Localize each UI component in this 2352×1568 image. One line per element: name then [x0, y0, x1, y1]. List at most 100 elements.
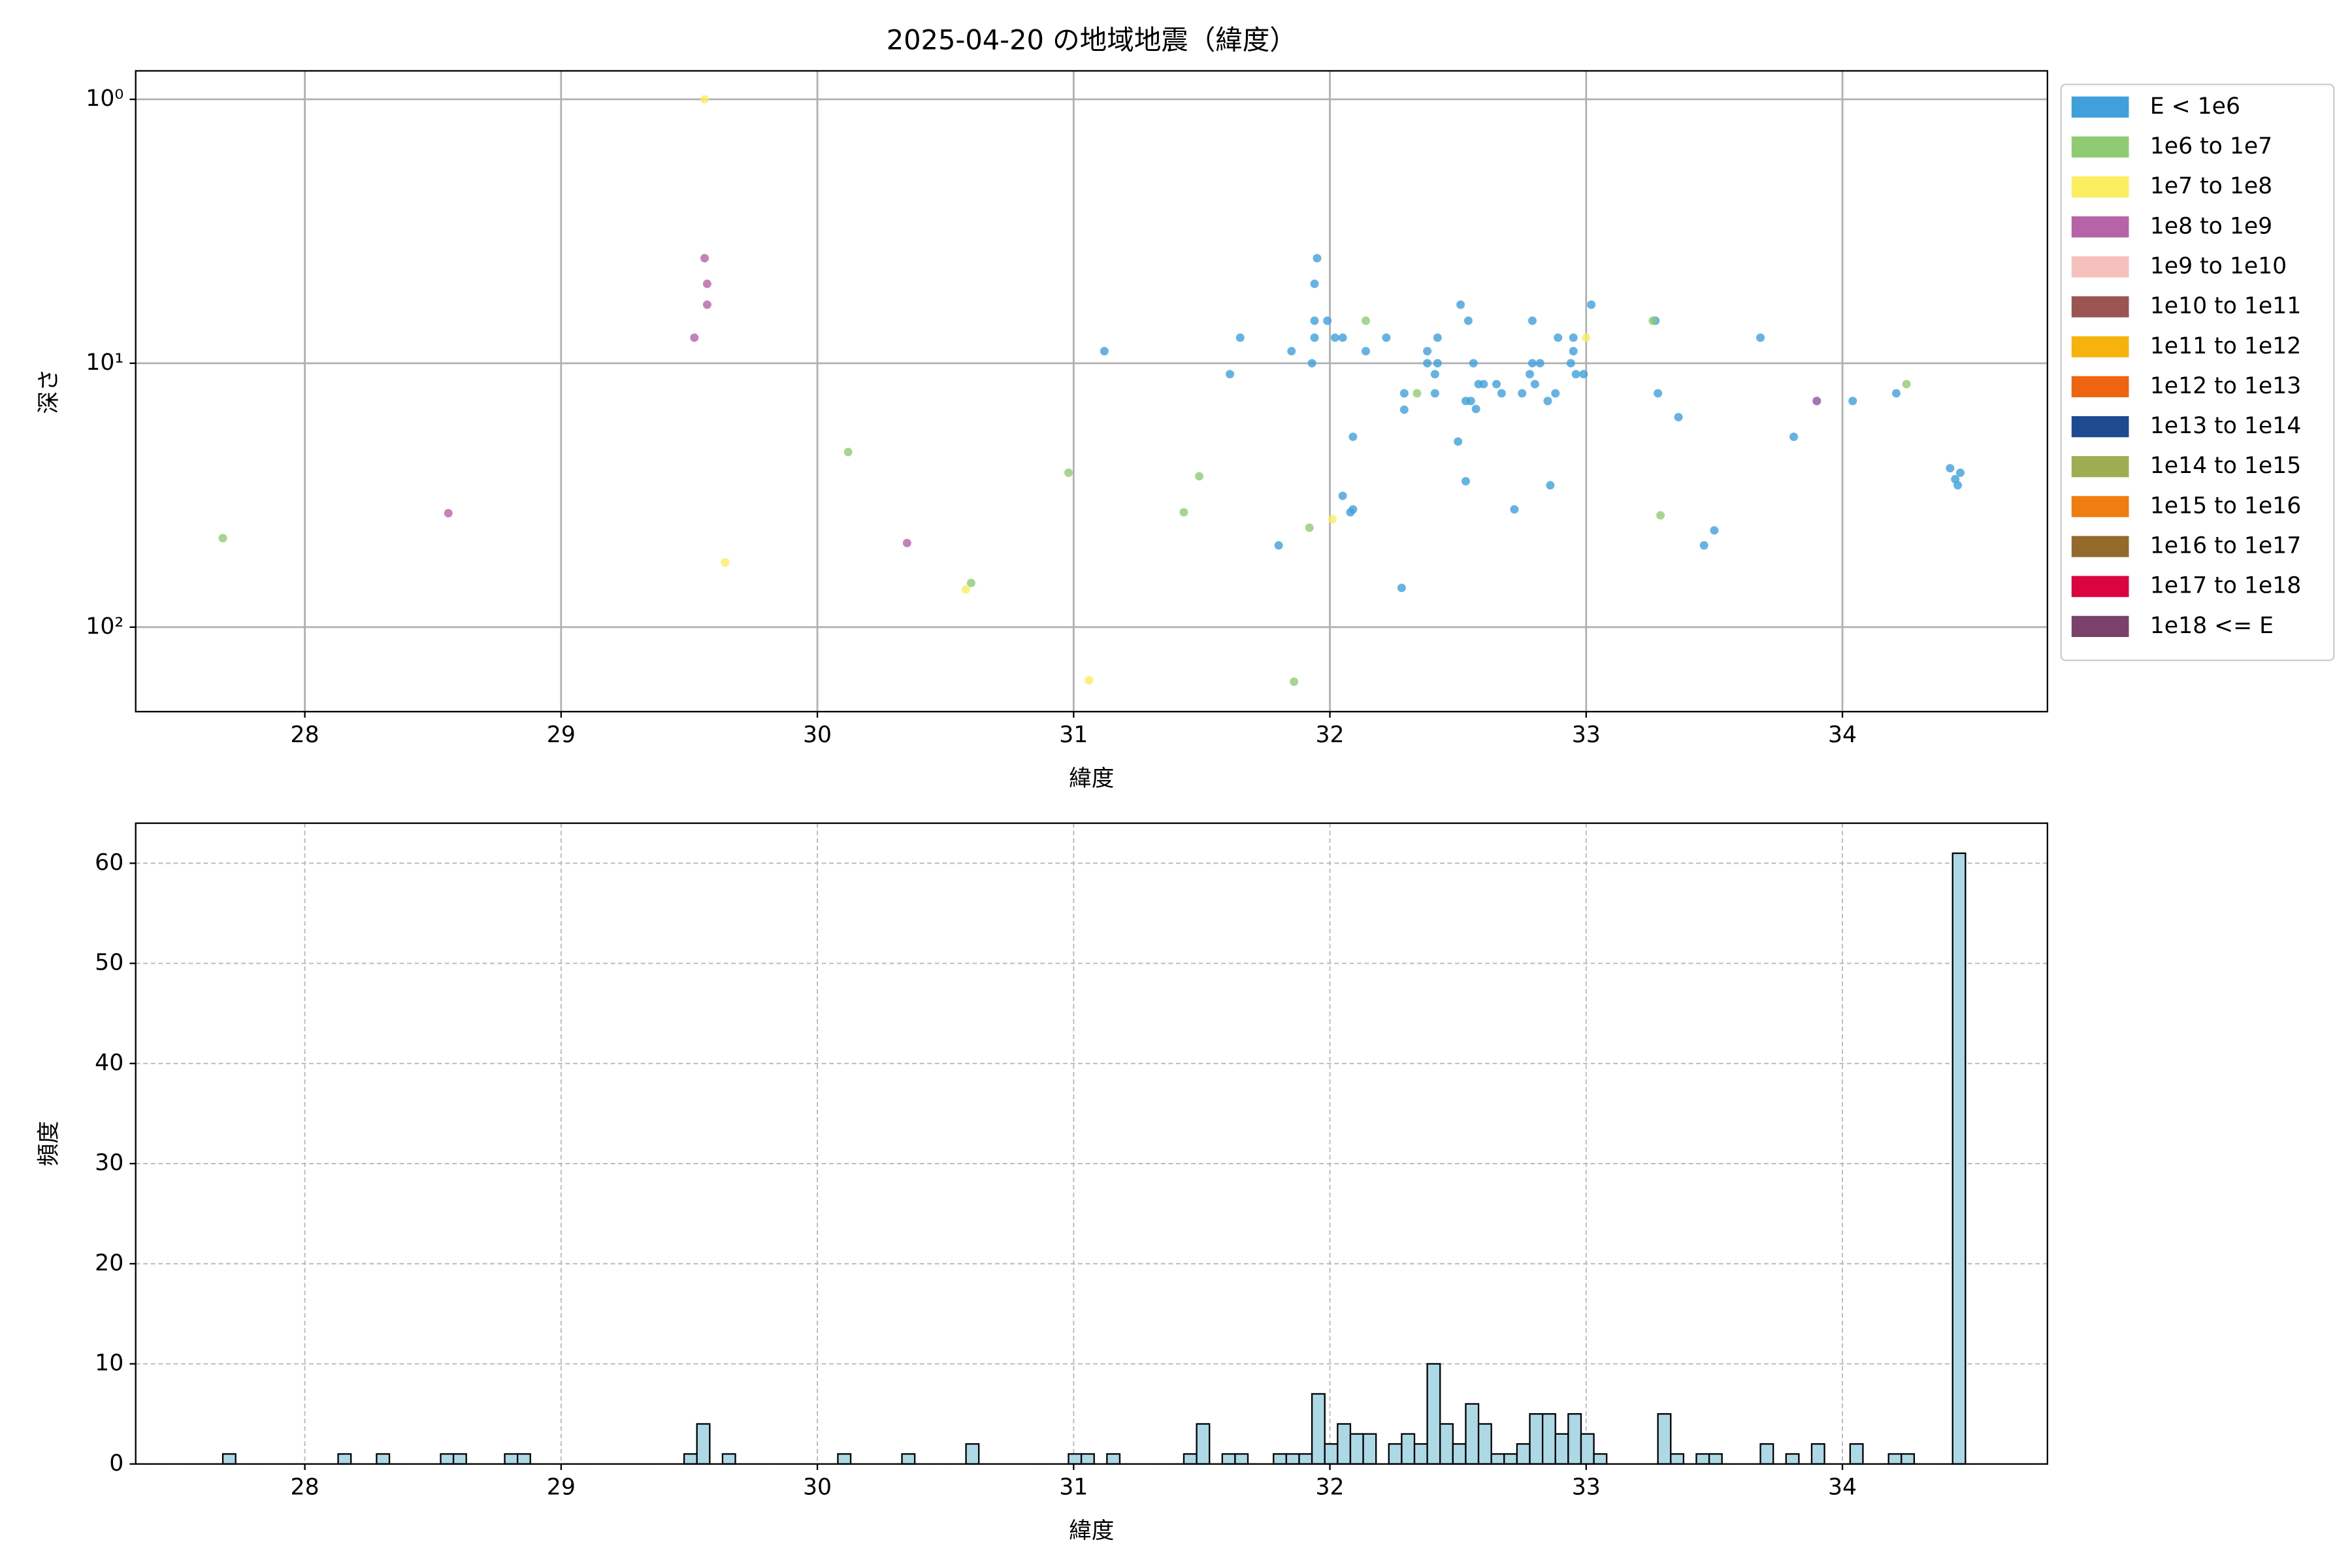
bar: [1106, 1453, 1121, 1465]
point: [1546, 481, 1555, 490]
bar: [1285, 1453, 1300, 1465]
bar: [696, 1423, 711, 1465]
point: [444, 509, 453, 517]
bar: [1439, 1423, 1454, 1465]
x-tick-label: 29: [547, 1475, 576, 1501]
point: [1527, 316, 1537, 325]
bar: [1887, 1453, 1903, 1465]
bar: [1785, 1453, 1800, 1465]
bar: [1183, 1453, 1198, 1465]
x-tick-label: 32: [1316, 1475, 1345, 1501]
point: [1497, 389, 1506, 398]
x-tick-label: 31: [1059, 722, 1088, 748]
point: [1399, 389, 1409, 398]
bar: [1196, 1423, 1211, 1465]
legend-swatch: [2071, 216, 2129, 238]
point: [1569, 347, 1578, 355]
point: [1397, 583, 1406, 593]
point: [1469, 359, 1478, 368]
legend-swatch: [2071, 456, 2129, 478]
legend-label: E < 1e6: [2150, 93, 2240, 120]
point: [1710, 526, 1719, 535]
bar: [1503, 1453, 1518, 1465]
point: [1362, 347, 1370, 355]
point: [1463, 316, 1473, 325]
y-tick-label: 10²: [86, 613, 123, 640]
x-tick-label: 34: [1828, 1475, 1857, 1501]
point: [1891, 389, 1901, 398]
legend-swatch: [2071, 256, 2129, 278]
y-tick-label: 30: [95, 1150, 123, 1176]
point: [1413, 389, 1422, 398]
y-tick-label: 10⁰: [86, 86, 123, 112]
legend-label: 1e10 to 1e11: [2150, 293, 2301, 319]
bar: [1080, 1453, 1095, 1465]
point: [1535, 359, 1544, 368]
point: [1582, 333, 1591, 342]
y-tick-label: 10: [95, 1350, 123, 1377]
point: [1195, 472, 1203, 481]
point: [1235, 333, 1245, 342]
bar: [1324, 1443, 1339, 1465]
point: [1274, 541, 1283, 550]
point: [1471, 404, 1480, 414]
point: [1287, 347, 1296, 355]
bar: [1426, 1363, 1441, 1465]
point: [1330, 333, 1339, 342]
legend-label: 1e18 <= E: [2150, 613, 2274, 639]
bar: [1298, 1453, 1313, 1465]
bar: [1849, 1443, 1864, 1465]
x-tick-label: 28: [291, 722, 319, 748]
point: [1456, 300, 1465, 309]
point: [1579, 370, 1588, 379]
point: [1902, 380, 1911, 389]
bar: [1311, 1393, 1326, 1465]
bar: [337, 1453, 352, 1465]
point: [702, 300, 711, 309]
point: [1951, 474, 1960, 483]
bar: [1337, 1423, 1352, 1465]
point: [1423, 347, 1432, 355]
point: [1543, 397, 1552, 406]
bar: [1708, 1453, 1723, 1465]
point: [1328, 515, 1337, 524]
legend-swatch: [2071, 496, 2129, 517]
point: [1656, 511, 1665, 520]
point: [1454, 437, 1463, 446]
point: [1064, 468, 1073, 478]
bar: [1695, 1453, 1710, 1465]
point: [1526, 370, 1534, 379]
bar: [1388, 1443, 1403, 1465]
point: [1433, 359, 1442, 368]
bar: [1529, 1413, 1544, 1465]
y-axis-label: 深さ: [36, 368, 62, 414]
point: [1310, 279, 1319, 288]
x-tick-label: 30: [803, 1475, 832, 1501]
legend-label: 1e6 to 1e7: [2150, 133, 2272, 159]
chart-histogram: 28 29 30 31 32 33 34 0 10 20 30 40 50 60 緯度 頻度: [36, 822, 2048, 1544]
legend-label: 1e13 to 1e14: [2150, 413, 2301, 439]
bar: [1516, 1443, 1531, 1465]
legend-swatch: [2071, 576, 2129, 597]
bar: [1810, 1443, 1825, 1465]
point: [1566, 359, 1575, 368]
bar: [452, 1453, 467, 1465]
bar: [516, 1453, 531, 1465]
bar: [965, 1443, 980, 1465]
point: [902, 538, 911, 547]
point: [1756, 333, 1765, 342]
legend-label: 1e15 to 1e16: [2150, 493, 2301, 519]
legend-swatch: [2071, 96, 2129, 118]
point: [1569, 333, 1578, 342]
point: [1085, 676, 1094, 685]
x-axis-label: 緯度: [1069, 1518, 1114, 1544]
point: [690, 333, 699, 342]
point: [1313, 253, 1322, 263]
point: [1527, 359, 1537, 368]
point: [1179, 508, 1188, 517]
legend-label: 1e9 to 1e10: [2150, 253, 2287, 279]
bar: [721, 1453, 736, 1465]
point: [721, 558, 730, 567]
legend-box: [2060, 84, 2335, 661]
